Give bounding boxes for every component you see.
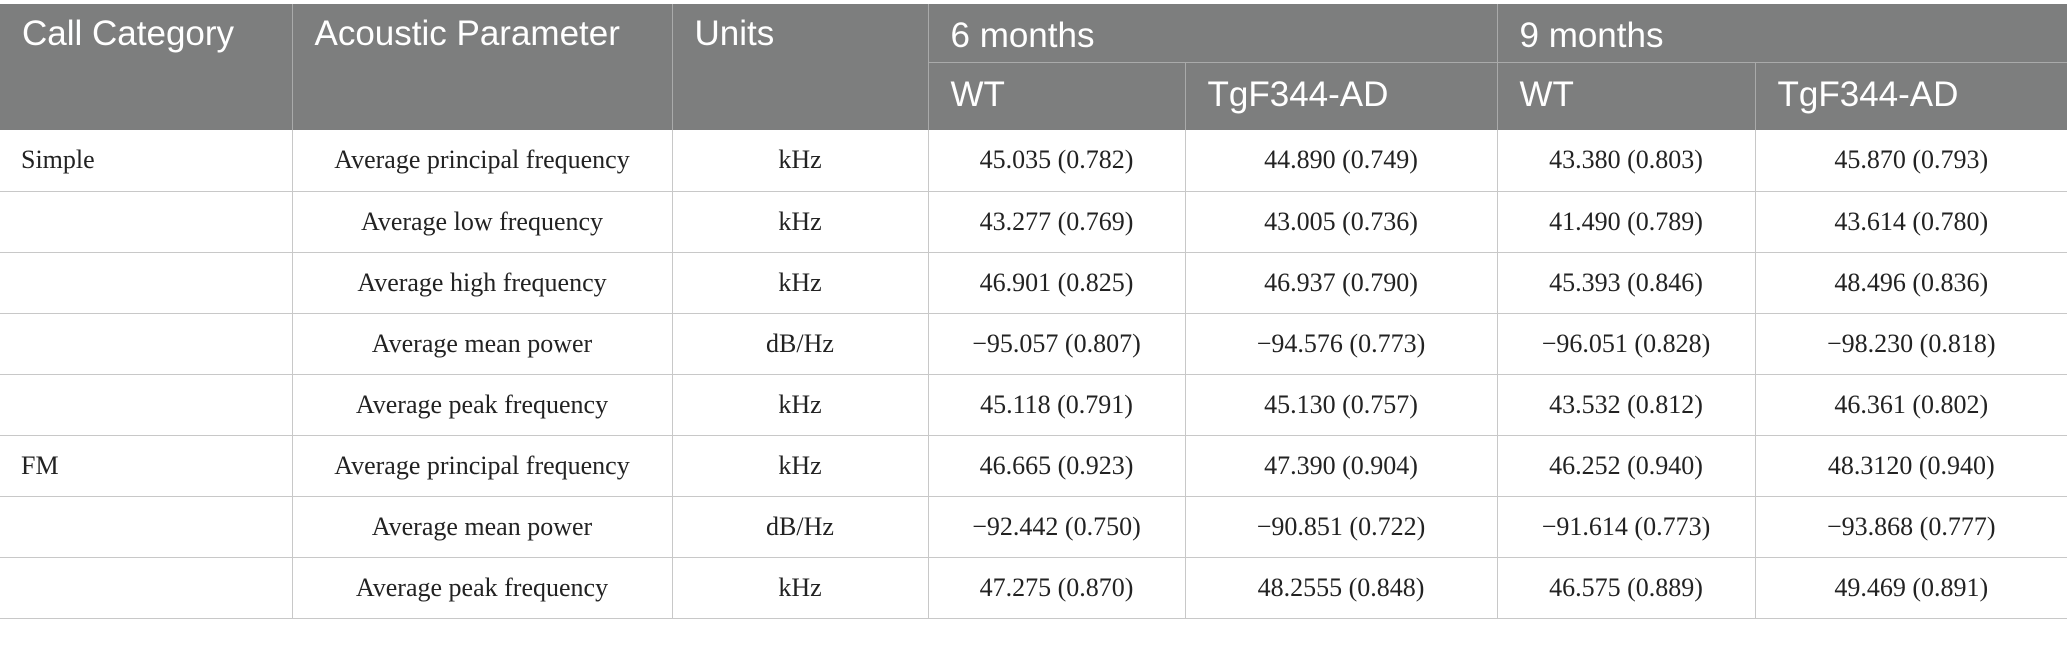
cell-tg-9-months: 48.3120 (0.940): [1755, 435, 2067, 497]
cell-tg-6-months: 48.2555 (0.848): [1185, 557, 1498, 619]
header-row-groups: Call Category Acoustic Parameter Units 6…: [0, 4, 2067, 130]
cell-call-category: [0, 374, 293, 436]
cell-wt-9-months: −96.051 (0.828): [1497, 313, 1756, 375]
cell-wt-9-months: 46.575 (0.889): [1497, 557, 1756, 619]
table-header: Call Category Acoustic Parameter Units 6…: [0, 4, 2067, 130]
table-row: Average low frequency kHz 43.277 (0.769) 43…: [0, 191, 2067, 253]
cell-tg-9-months: 48.496 (0.836): [1755, 252, 2067, 314]
cell-call-category: [0, 191, 293, 253]
cell-tg-9-months: 49.469 (0.891): [1755, 557, 2067, 619]
cell-wt-6-months: 47.275 (0.870): [928, 557, 1186, 619]
cell-wt-6-months: 45.118 (0.791): [928, 374, 1186, 436]
cell-tg-9-months: 45.870 (0.793): [1755, 130, 2067, 192]
cell-tg-6-months: 47.390 (0.904): [1185, 435, 1498, 497]
table-row: Average mean power dB/Hz −92.442 (0.750) −9…: [0, 496, 2067, 558]
cell-tg-9-months: 46.361 (0.802): [1755, 374, 2067, 436]
table-row: Average high frequency kHz 46.901 (0.825) 4…: [0, 252, 2067, 314]
cell-acoustic-parameter: Average low frequency: [292, 191, 673, 253]
cell-call-category: [0, 313, 293, 375]
cell-call-category: [0, 252, 293, 314]
cell-wt-9-months: 43.532 (0.812): [1497, 374, 1756, 436]
cell-tg-6-months: −90.851 (0.722): [1185, 496, 1498, 558]
cell-wt-9-months: 43.380 (0.803): [1497, 130, 1756, 192]
header-row-genotypes: WT TgF344-AD WT TgF344-AD: [0, 62, 2067, 130]
cell-units: kHz: [672, 557, 929, 619]
cell-units: kHz: [672, 374, 929, 436]
cell-acoustic-parameter: Average peak frequency: [292, 557, 673, 619]
cell-call-category: FM: [0, 435, 293, 497]
table-row: Average peak frequency kHz 45.118 (0.791) 4…: [0, 374, 2067, 436]
cell-tg-6-months: 45.130 (0.757): [1185, 374, 1498, 436]
cell-wt-9-months: 41.490 (0.789): [1497, 191, 1756, 253]
cell-wt-9-months: −91.614 (0.773): [1497, 496, 1756, 558]
table-row: Simple Average principal frequency kHz 45.0…: [0, 130, 2067, 192]
cell-acoustic-parameter: Average high frequency: [292, 252, 673, 314]
header-tg-9-months: TgF344-AD: [1755, 62, 2067, 130]
cell-wt-6-months: −92.442 (0.750): [928, 496, 1186, 558]
cell-wt-6-months: −95.057 (0.807): [928, 313, 1186, 375]
cell-tg-6-months: 43.005 (0.736): [1185, 191, 1498, 253]
cell-wt-9-months: 46.252 (0.940): [1497, 435, 1756, 497]
cell-tg-9-months: −98.230 (0.818): [1755, 313, 2067, 375]
header-acoustic-parameter: Acoustic Parameter: [292, 4, 673, 130]
cell-acoustic-parameter: Average peak frequency: [292, 374, 673, 436]
cell-tg-9-months: −93.868 (0.777): [1755, 496, 2067, 558]
table-row: Average peak frequency kHz 47.275 (0.870) 4…: [0, 557, 2067, 619]
cell-units: dB/Hz: [672, 496, 929, 558]
cell-wt-6-months: 43.277 (0.769): [928, 191, 1186, 253]
cell-tg-6-months: 46.937 (0.790): [1185, 252, 1498, 314]
cell-call-category: [0, 496, 293, 558]
table-row: Average mean power dB/Hz −95.057 (0.807) −9…: [0, 313, 2067, 375]
acoustic-parameters-table: Call Category Acoustic Parameter Units 6…: [0, 4, 2067, 619]
cell-units: kHz: [672, 191, 929, 253]
table-row: FM Average principal frequency kHz 46.665 (…: [0, 435, 2067, 497]
cell-acoustic-parameter: Average mean power: [292, 496, 673, 558]
header-group-6-months: 6 months: [928, 4, 1498, 63]
header-units: Units: [672, 4, 929, 130]
cell-wt-9-months: 45.393 (0.846): [1497, 252, 1756, 314]
header-wt-9-months: WT: [1497, 62, 1756, 130]
cell-units: kHz: [672, 435, 929, 497]
cell-acoustic-parameter: Average principal frequency: [292, 130, 673, 192]
cell-acoustic-parameter: Average principal frequency: [292, 435, 673, 497]
cell-units: dB/Hz: [672, 313, 929, 375]
cell-call-category: Simple: [0, 130, 293, 192]
table-body: Simple Average principal frequency kHz 45.0…: [0, 130, 2067, 619]
table-container: Call Category Acoustic Parameter Units 6…: [0, 4, 2067, 619]
cell-units: kHz: [672, 130, 929, 192]
cell-tg-9-months: 43.614 (0.780): [1755, 191, 2067, 253]
header-wt-6-months: WT: [928, 62, 1186, 130]
cell-wt-6-months: 45.035 (0.782): [928, 130, 1186, 192]
cell-units: kHz: [672, 252, 929, 314]
header-group-9-months: 9 months: [1497, 4, 2067, 63]
cell-call-category: [0, 557, 293, 619]
header-call-category: Call Category: [0, 4, 293, 130]
cell-wt-6-months: 46.665 (0.923): [928, 435, 1186, 497]
cell-tg-6-months: 44.890 (0.749): [1185, 130, 1498, 192]
cell-tg-6-months: −94.576 (0.773): [1185, 313, 1498, 375]
cell-wt-6-months: 46.901 (0.825): [928, 252, 1186, 314]
header-tg-6-months: TgF344-AD: [1185, 62, 1498, 130]
cell-acoustic-parameter: Average mean power: [292, 313, 673, 375]
